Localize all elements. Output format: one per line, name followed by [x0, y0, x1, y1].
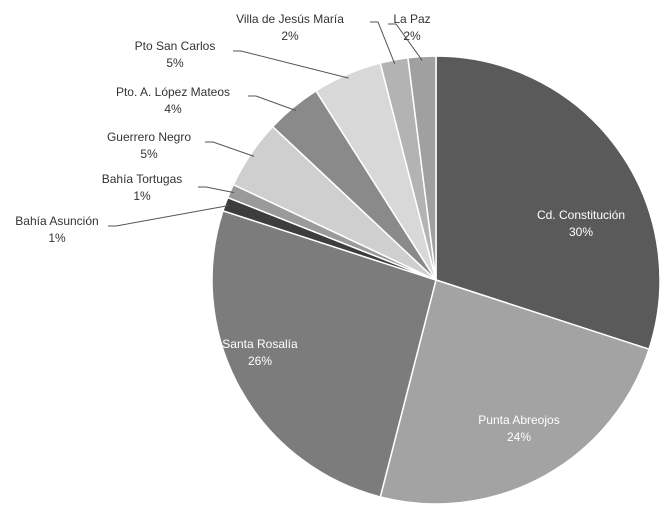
slice-value-label: 5% [140, 147, 158, 161]
leader-line [233, 50, 349, 79]
slice-label: Pto San Carlos [135, 39, 216, 53]
slice-label: Guerrero Negro [107, 130, 191, 144]
slice-value-label: 24% [507, 430, 531, 444]
slice-value-label: 2% [403, 29, 421, 43]
slice-value-label: 5% [166, 56, 184, 70]
pie-slice [435, 55, 661, 351]
slice-value-label: 1% [48, 231, 66, 245]
slice-value-label: 4% [164, 102, 182, 116]
slice-label: Bahía Asunción [15, 214, 98, 228]
pie-slice [407, 55, 437, 281]
leader-line [370, 21, 396, 65]
leader-line [108, 204, 230, 227]
slice-label: Punta Abreojos [478, 413, 559, 427]
slice-label: Villa de Jesús María [236, 12, 344, 26]
slice-value-label: 30% [569, 225, 593, 239]
slice-label: La Paz [393, 12, 430, 26]
leader-line [388, 23, 423, 61]
pie-slice [379, 279, 650, 505]
slice-value-label: 1% [133, 189, 151, 203]
pie-slice [211, 209, 437, 498]
slice-label: Santa Rosalía [222, 337, 298, 351]
slice-value-label: 2% [281, 29, 299, 43]
leader-line [205, 141, 255, 157]
leader-line [198, 186, 235, 194]
leader-line [248, 95, 296, 111]
slice-label: Cd. Constitución [537, 208, 625, 222]
slice-label: Pto. A. López Mateos [116, 85, 230, 99]
slice-label: Bahía Tortugas [102, 172, 183, 186]
slice-value-label: 26% [248, 354, 272, 368]
